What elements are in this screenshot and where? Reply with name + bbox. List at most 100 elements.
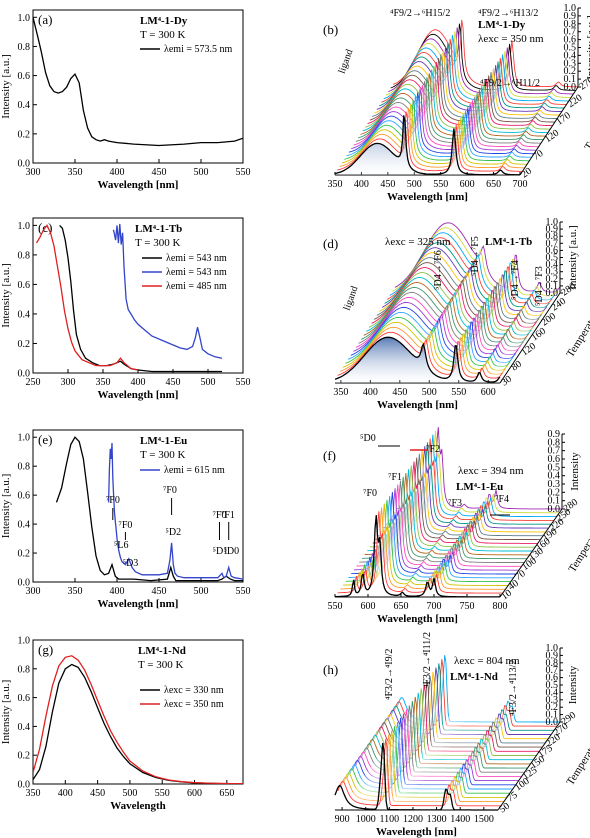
temperature-label: T = 300 K <box>138 659 183 671</box>
y-axis-label: Intensity [a.u.] <box>0 474 12 538</box>
y-tick-label: 0.0 <box>564 82 577 93</box>
spectrum-line <box>355 80 541 144</box>
transition-label: ⁴F9/2→⁶H13/2 <box>478 8 538 19</box>
transition-label: ⁵L6 <box>114 540 129 551</box>
series-line-0 <box>55 436 243 582</box>
temperature-tick-label: 120 <box>543 128 562 146</box>
y-tick-label: 0.3 <box>548 479 561 490</box>
ligand-label: ligand <box>342 285 361 312</box>
transition-label: ⁴F9/2→⁶H15/2 <box>390 8 450 19</box>
y-tick-label: 0.5 <box>546 253 559 264</box>
temperature-tick-label: 80 <box>509 359 524 374</box>
y-tick-label: 0.1 <box>548 496 561 507</box>
chart-title: LM⁴-1-Nd <box>138 645 186 657</box>
transition-label: ⁵D3 <box>123 558 139 569</box>
y-tick-label: 0.5 <box>546 680 559 691</box>
x-tick-label: 650 <box>394 601 409 612</box>
y-tick-label: 0.0 <box>546 717 559 728</box>
y-tick-label: 0.9 <box>546 224 559 235</box>
y-tick-label: 0.2 <box>18 549 31 560</box>
x-tick-label: 350 <box>333 387 348 398</box>
spectrum-line <box>351 88 537 151</box>
intensity-axis-label: Intensity [a.u.] <box>567 225 579 289</box>
temperature-axis <box>499 508 563 598</box>
transition-label: ⁵D2 <box>165 527 181 538</box>
x-tick-label: 350 <box>328 179 343 190</box>
y-tick-label: 0.7 <box>546 665 559 676</box>
y-tick-label: 0.6 <box>18 280 31 291</box>
spectrum-line <box>334 336 501 383</box>
y-tick-label: 0.2 <box>18 339 31 350</box>
x-tick-label: 350 <box>96 377 111 388</box>
x-axis-label: Wavelength [nm] <box>376 826 457 838</box>
y-tick-label: 0.2 <box>564 66 577 77</box>
x-tick-label: 550 <box>451 387 466 398</box>
y-tick-label: 0.0 <box>546 288 559 299</box>
spectrum-line <box>334 742 498 811</box>
spectrum-line <box>343 730 507 798</box>
temperature-axis <box>519 86 579 176</box>
y-tick-label: 0.0 <box>18 369 31 380</box>
x-tick-label: 300 <box>26 167 41 178</box>
y-tick-label: 0.5 <box>548 462 561 473</box>
x-tick-label: 600 <box>187 788 202 799</box>
y-tick-label: 0.6 <box>548 454 561 465</box>
spectrum-line <box>344 100 530 162</box>
x-tick-label: 1500 <box>474 814 494 825</box>
panel-label: (b) <box>323 22 338 37</box>
transition-label: ⁵D4→⁷F3 <box>534 266 545 306</box>
gradient-fill <box>335 115 520 175</box>
x-tick-label: 400 <box>58 788 73 799</box>
y-tick-label: 0.7 <box>564 27 577 38</box>
legend-entry: λemi = 543 nm <box>166 267 227 278</box>
x-tick-label: 450 <box>152 586 167 597</box>
series-line-1 <box>33 655 243 784</box>
y-tick-label: 0.2 <box>548 487 561 498</box>
transition-label: ⁷F1 <box>221 510 235 521</box>
series-line-2 <box>35 224 139 371</box>
x-tick-label: 650 <box>219 788 234 799</box>
y-tick-label: 1.0 <box>564 3 577 14</box>
panel-b: 350 400 450 500 550 600 650 700 Wavelength [nm] 2… <box>323 3 590 203</box>
transition-label: ⁷F4 <box>495 494 509 505</box>
y-tick-label: 0.3 <box>564 58 577 69</box>
y-tick-label: 0.6 <box>18 693 31 704</box>
y-tick-label: 0.3 <box>546 267 559 278</box>
x-tick-label: 500 <box>422 387 437 398</box>
transition-label: ⁷F0 <box>163 485 177 496</box>
y-tick-label: 1.0 <box>546 217 559 228</box>
series-line-1 <box>107 442 243 580</box>
spectrum-line <box>348 92 534 155</box>
legend-entry: λexc = 330 nm <box>164 685 224 696</box>
y-tick-label: 0.9 <box>548 429 561 440</box>
x-tick-label: 1000 <box>356 814 376 825</box>
temperature-label: T = 300 K <box>140 29 185 41</box>
x-axis-label: Wavelength [nm] <box>98 598 179 610</box>
transition-label: ⁷F2 <box>426 444 440 455</box>
x-tick-label: 500 <box>194 167 209 178</box>
transition-label: ⁴F3/2→⁴I9/2 <box>384 649 395 700</box>
spectrum-line <box>334 115 521 176</box>
legend-entry: λemi = 485 nm <box>166 281 227 292</box>
transition-label: ⁷F0 <box>106 495 120 506</box>
panel-label: (d) <box>323 236 338 251</box>
transition-label: ⁵D4→⁷F5 <box>470 236 481 276</box>
y-tick-label: 0.4 <box>18 309 31 320</box>
y-tick-label: 0.2 <box>18 129 31 140</box>
x-tick-label: 600 <box>481 387 496 398</box>
y-tick-label: 1.0 <box>18 221 31 232</box>
y-tick-label: 0.0 <box>548 504 561 515</box>
spectrum-line <box>353 84 539 148</box>
gradient-fill <box>335 337 500 383</box>
legend-entry: λexc = 350 nm <box>164 699 224 710</box>
y-tick-label: 1.0 <box>18 13 31 24</box>
chart-title: LM⁴-1-Tb <box>485 236 532 248</box>
x-tick-label: 400 <box>110 586 125 597</box>
x-axis-label: Wavelength [nm] <box>387 191 468 203</box>
transition-label: ⁵D4→⁷F6 <box>433 250 444 290</box>
panel-c: 250 300 350 400 450 500 550 0.0 0.2 0.4 0.6 0.8 1.0 W… <box>0 217 251 401</box>
x-tick-label: 550 <box>433 179 448 190</box>
y-tick-label: 0.4 <box>546 687 559 698</box>
x-tick-label: 550 <box>236 167 251 178</box>
